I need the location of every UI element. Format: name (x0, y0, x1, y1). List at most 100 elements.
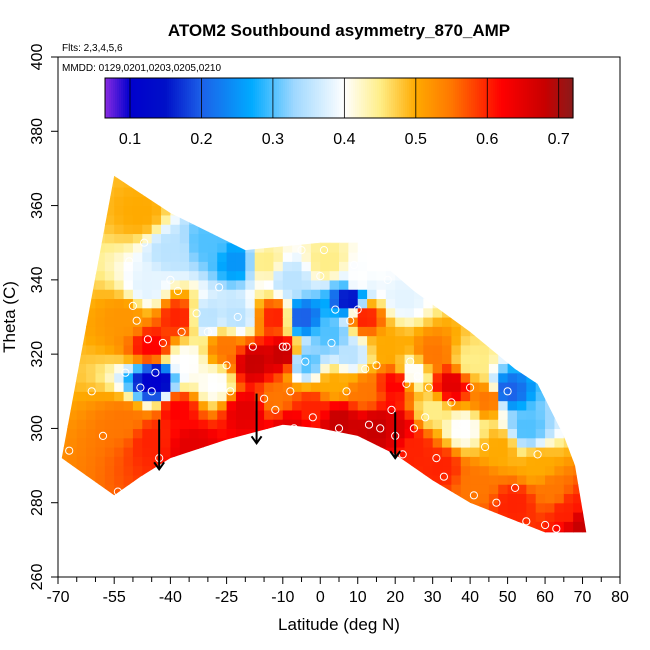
colorbar-swatch (409, 78, 412, 118)
heatmap-cell (282, 279, 293, 290)
colorbar-swatch (353, 78, 356, 118)
heatmap-cell (179, 391, 190, 402)
arrows (153, 393, 402, 472)
heatmap-cell (207, 252, 218, 262)
heatmap-cell (563, 447, 574, 457)
heatmap-cell (554, 428, 565, 439)
heatmap-cell (161, 298, 171, 309)
heatmap-cell (161, 372, 171, 383)
heatmap-cell (554, 530, 565, 533)
heatmap-cell (535, 400, 546, 411)
colorbar-swatch (239, 78, 242, 118)
heatmap-cell (526, 474, 537, 485)
heatmap-cell (310, 372, 321, 383)
heatmap-cell (207, 391, 218, 402)
heatmap-cell (132, 335, 143, 346)
heatmap-cell (207, 326, 218, 337)
heatmap-cell (273, 261, 284, 272)
heatmap-cell (292, 335, 303, 346)
heatmap-cell (95, 372, 106, 383)
heatmap-cell (207, 233, 218, 244)
colorbar-swatch (217, 78, 220, 118)
heatmap-cell (301, 344, 312, 355)
heatmap-cell (470, 428, 481, 439)
heatmap-cell (423, 437, 434, 448)
heatmap-cell (142, 298, 153, 309)
heatmap-cell (254, 382, 265, 392)
heatmap-cell (264, 409, 275, 420)
colorbar-swatch (293, 78, 296, 118)
heatmap-cell (507, 409, 518, 420)
heatmap-cell (479, 484, 490, 495)
heatmap-cell (235, 354, 246, 365)
heatmap-cell (142, 465, 153, 476)
colorbar-swatch (339, 78, 342, 118)
colorbar-swatch (479, 78, 482, 118)
heatmap-cell (189, 224, 200, 235)
y-tick-label: 260 (29, 564, 46, 591)
colorbar-swatch (197, 78, 200, 118)
heatmap-cell (123, 298, 134, 309)
heatmap-cell (161, 382, 171, 392)
heatmap-cell (301, 354, 312, 365)
heatmap-cell (198, 298, 209, 309)
heatmap-cell (254, 298, 265, 309)
heatmap-cell (170, 354, 181, 365)
heatmap-cell (217, 419, 228, 430)
colorbar-swatch (413, 78, 416, 118)
heatmap-cell (320, 252, 331, 262)
heatmap-cell (442, 409, 452, 420)
heatmap-cell (573, 530, 584, 533)
sample-point (421, 413, 430, 422)
colorbar-swatch (511, 78, 514, 118)
sample-point (334, 424, 344, 433)
heatmap-cell (170, 372, 181, 383)
heatmap-cell (329, 289, 340, 300)
heatmap-cell (76, 391, 87, 402)
heatmap-cell (114, 363, 125, 374)
heatmap-cell (207, 242, 218, 253)
heatmap-cell (123, 224, 134, 235)
heatmap-cell (189, 344, 200, 355)
heatmap-cell (123, 326, 134, 337)
heatmap-cell (376, 382, 387, 392)
heatmap-cell (470, 372, 481, 383)
heatmap-cell (339, 289, 349, 300)
heatmap-cell (385, 419, 396, 430)
heatmap-cell (320, 326, 331, 337)
heatmap-cell (142, 409, 153, 420)
heatmap-cell (339, 344, 349, 355)
heatmap-cell (432, 326, 443, 337)
heatmap-cell (460, 372, 471, 383)
heatmap-cell (413, 391, 424, 402)
heatmap-cell (535, 391, 546, 402)
heatmap-cell (348, 409, 359, 420)
heatmap-cell (235, 372, 246, 383)
heatmap-cell (395, 437, 406, 448)
heatmap-cell (423, 428, 434, 439)
heatmap-cell (114, 187, 125, 197)
heatmap-cell (254, 363, 265, 374)
heatmap-cell (273, 298, 284, 309)
colorbar-swatch (559, 78, 562, 118)
heatmap-cell (132, 233, 143, 244)
heatmap-cell (123, 382, 134, 392)
colorbar-swatch (403, 78, 406, 118)
heatmap-cell (395, 279, 406, 290)
heatmap-cell (198, 372, 209, 383)
heatmap-cell (161, 252, 171, 262)
heatmap-cell (170, 317, 181, 327)
heatmap-cell (86, 382, 97, 392)
heatmap-cell (357, 326, 368, 337)
heatmap-cell (217, 400, 228, 411)
colorbar-swatch (507, 78, 510, 118)
heatmap-cell (114, 428, 125, 439)
heatmap-cell (142, 279, 153, 290)
heatmap-cell (198, 419, 209, 430)
heatmap-cell (516, 437, 527, 448)
heatmap-cell (198, 307, 209, 318)
colorbar-swatch (299, 78, 302, 118)
heatmap-cell (151, 382, 162, 392)
heatmap-cell (385, 372, 396, 383)
